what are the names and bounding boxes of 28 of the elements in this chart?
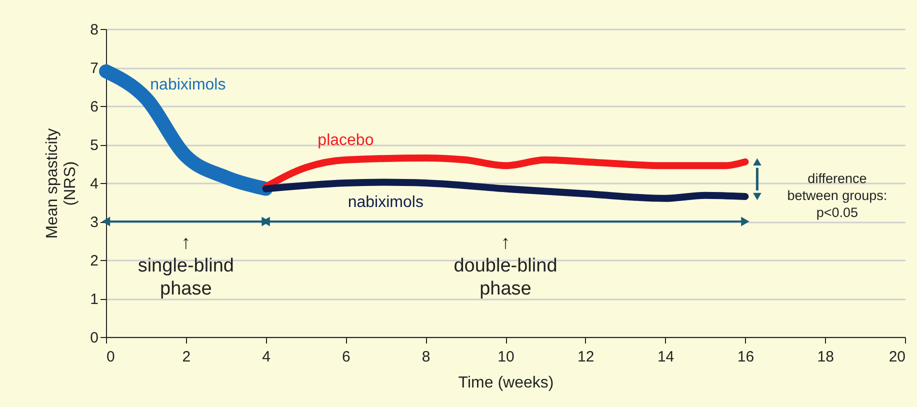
x-tick-label: 6 [342,348,350,366]
annotation: ↑ single-blind phase [138,232,234,300]
y-tick-label: 0 [90,330,98,346]
x-tick-label: 20 [888,348,906,366]
x-tick-label: 0 [106,348,115,366]
x-tick-label: 2 [182,348,191,366]
y-tick-label: 2 [90,252,98,270]
y-tick-label: 5 [90,137,98,154]
series-label: nabiximols [150,76,226,94]
annotation: difference between groups: p<0.05 [787,171,888,220]
x-tick-label: 8 [422,348,430,366]
x-tick-label: 18 [817,348,834,366]
y-tick-label: 3 [90,214,98,231]
y-tick-label: 6 [90,98,98,116]
x-tick-label: 16 [737,348,754,366]
x-tick-label: 10 [498,348,514,366]
y-tick-label: 8 [90,22,98,38]
x-axis-title: Time (weeks) [458,374,554,392]
y-tick-label: 7 [90,60,98,77]
series-label: placebo [318,132,374,149]
y-tick-label: 1 [90,291,98,308]
y-axis-title: Mean spasticity (NRS) [44,128,80,239]
series-label: nabiximols [348,194,424,212]
x-tick-label: 4 [262,348,270,366]
x-tick-label: 12 [578,348,594,366]
y-tick-label: 4 [90,176,98,192]
annotation: ↑ double-blind phase [454,232,558,300]
x-tick-label: 14 [657,348,674,366]
